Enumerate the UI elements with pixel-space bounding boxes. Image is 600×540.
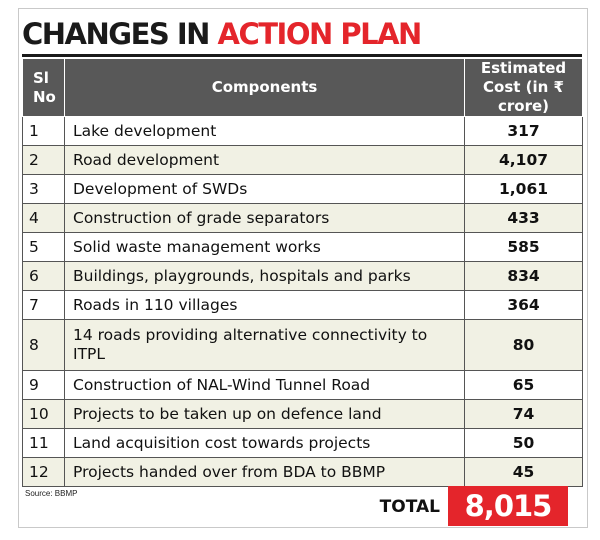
row-component: Lake development — [64, 116, 465, 146]
page-title: CHANGES IN ACTION PLAN — [22, 16, 423, 52]
table-row: 7 Roads in 110 villages 364 — [22, 290, 583, 320]
row-sl-no: 1 — [22, 116, 65, 146]
header-components: Components — [64, 58, 465, 117]
row-cost: 1,061 — [464, 174, 583, 204]
row-component: Roads in 110 villages — [64, 290, 465, 320]
source-note: Source: BBMP — [25, 489, 78, 498]
row-component: Solid waste management works — [64, 232, 465, 262]
row-component: Projects handed over from BDA to BBMP — [64, 457, 465, 487]
row-sl-no: 8 — [22, 319, 65, 371]
row-component: Buildings, playgrounds, hospitals and pa… — [64, 261, 465, 291]
row-component: Construction of NAL-Wind Tunnel Road — [64, 370, 465, 400]
row-cost: 45 — [464, 457, 583, 487]
row-sl-no: 6 — [22, 261, 65, 291]
action-plan-table: Sl No Components Estimated Cost (in ₹ cr… — [22, 58, 583, 487]
row-sl-no: 11 — [22, 428, 65, 458]
row-cost: 585 — [464, 232, 583, 262]
row-sl-no: 9 — [22, 370, 65, 400]
row-sl-no: 5 — [22, 232, 65, 262]
row-sl-no: 2 — [22, 145, 65, 175]
row-component: Projects to be taken up on defence land — [64, 399, 465, 429]
total-value: 8,015 — [464, 489, 553, 523]
table-row: 11 Land acquisition cost towards projects… — [22, 428, 583, 458]
row-component: Road development — [64, 145, 465, 175]
total-divider — [22, 486, 582, 487]
title-part-dark: CHANGES IN — [22, 17, 210, 51]
table-row: 12 Projects handed over from BDA to BBMP 4… — [22, 457, 583, 487]
table-row: 9 Construction of NAL-Wind Tunnel Road 65 — [22, 370, 583, 400]
header-sl-no: Sl No — [22, 58, 65, 117]
row-sl-no: 12 — [22, 457, 65, 487]
row-cost: 80 — [464, 319, 583, 371]
row-sl-no: 10 — [22, 399, 65, 429]
row-cost: 834 — [464, 261, 583, 291]
row-cost: 50 — [464, 428, 583, 458]
row-sl-no: 4 — [22, 203, 65, 233]
row-sl-no: 3 — [22, 174, 65, 204]
total-value-cell: 8,015 — [448, 486, 568, 526]
row-cost: 317 — [464, 116, 583, 146]
row-sl-no: 7 — [22, 290, 65, 320]
table-header-row: Sl No Components Estimated Cost (in ₹ cr… — [22, 58, 583, 117]
row-cost: 433 — [464, 203, 583, 233]
table-row: 8 14 roads providing alternative connecti… — [22, 319, 583, 371]
row-cost: 364 — [464, 290, 583, 320]
table-row: 4 Construction of grade separators 433 — [22, 203, 583, 233]
total-label: TOTAL — [379, 497, 440, 517]
title-rule — [22, 54, 582, 57]
table-row: 2 Road development 4,107 — [22, 145, 583, 175]
table-row: 1 Lake development 317 — [22, 116, 583, 146]
table-row: 5 Solid waste management works 585 — [22, 232, 583, 262]
row-cost: 74 — [464, 399, 583, 429]
row-component: Construction of grade separators — [64, 203, 465, 233]
title-part-red: ACTION PLAN — [217, 17, 423, 51]
row-component: 14 roads providing alternative connectiv… — [64, 319, 465, 371]
row-component: Land acquisition cost towards projects — [64, 428, 465, 458]
table-row: 3 Development of SWDs 1,061 — [22, 174, 583, 204]
row-cost: 65 — [464, 370, 583, 400]
row-cost: 4,107 — [464, 145, 583, 175]
header-estimated-cost: Estimated Cost (in ₹ crore) — [464, 58, 583, 117]
table-row: 10 Projects to be taken up on defence lan… — [22, 399, 583, 429]
table-row: 6 Buildings, playgrounds, hospitals and p… — [22, 261, 583, 291]
row-component: Development of SWDs — [64, 174, 465, 204]
